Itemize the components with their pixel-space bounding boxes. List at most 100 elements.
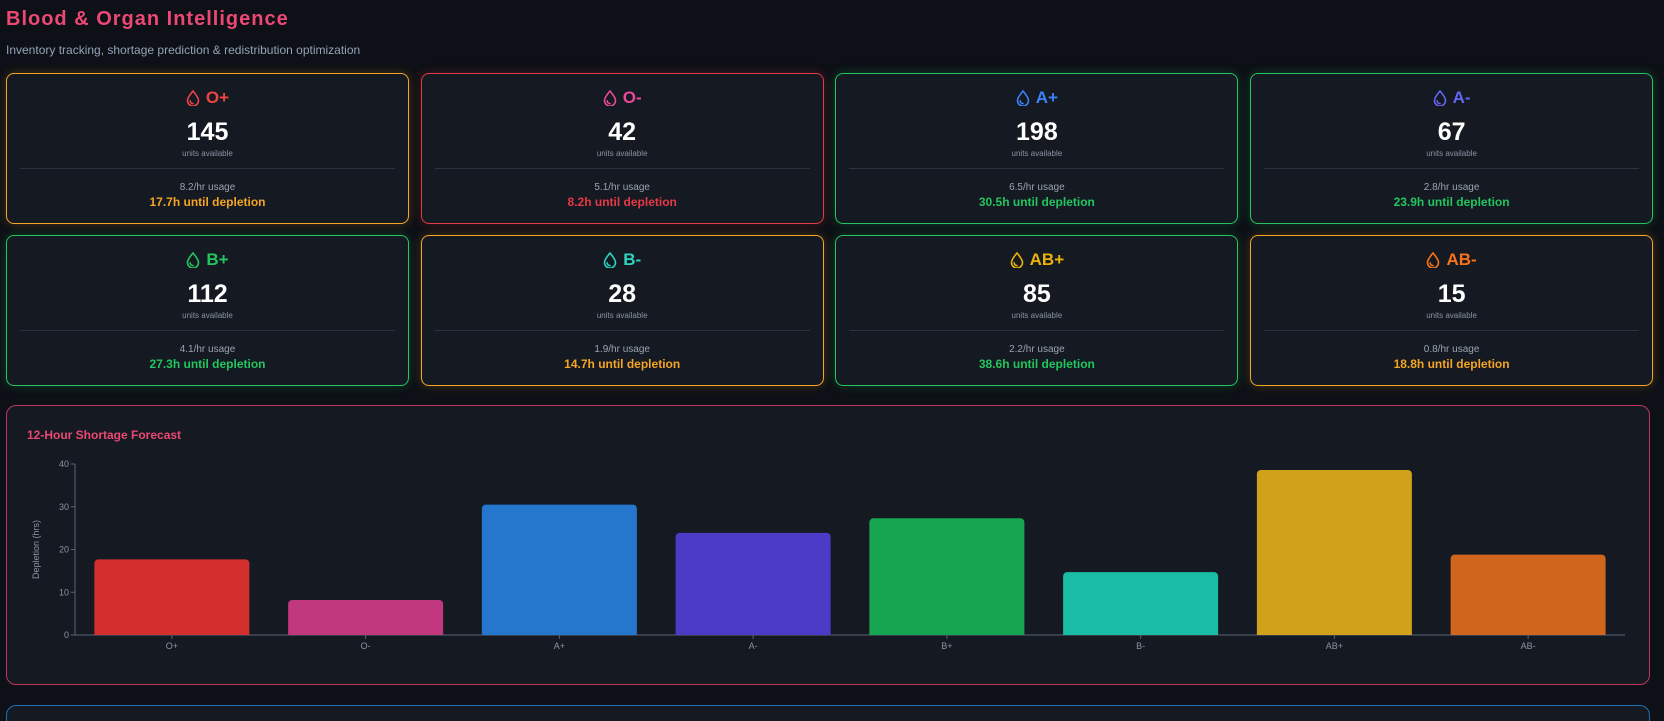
x-tick-label: A+ <box>554 641 565 651</box>
blood-type-label: AB- <box>1446 250 1477 269</box>
usage-rate: 5.1/hr usage <box>594 182 650 193</box>
bar-B- <box>1063 572 1219 635</box>
forecast-chart: 0 10 20 30 40 Depletion (hrs) O+ O- A+ A- B+ B- AB+ A… <box>31 459 1625 651</box>
units-count: 85 <box>1022 280 1051 308</box>
card-divider <box>20 330 395 331</box>
blood-type-heading: B- <box>422 250 823 270</box>
bar-base <box>1256 631 1412 635</box>
depletion-time: 8.2h until depletion <box>567 195 677 209</box>
usage-rate: 2.8/hr usage <box>1423 182 1480 193</box>
bar-base <box>481 631 637 635</box>
bar-base <box>1063 631 1219 635</box>
bar-base <box>675 631 831 635</box>
blood-type-label: B+ <box>206 250 229 269</box>
usage-rate: 2.2/hr usage <box>1009 344 1065 355</box>
blood-type-label: AB+ <box>1029 250 1065 269</box>
bar-O- <box>288 599 444 635</box>
units-count: 28 <box>608 280 637 308</box>
y-tick-label: 40 <box>59 459 69 469</box>
blood-drop-icon <box>1433 90 1446 106</box>
y-tick-label: 30 <box>59 502 69 512</box>
y-tick-label: 20 <box>59 545 69 555</box>
blood-drop-icon <box>1010 252 1023 268</box>
bar-O+ <box>94 559 250 635</box>
card-divider <box>1264 168 1640 169</box>
x-tick-label: A- <box>749 641 758 651</box>
bar-base <box>288 631 444 635</box>
bar-AB- <box>1450 554 1606 635</box>
page-title: Blood & Organ Intelligence <box>6 8 289 30</box>
bar-base <box>94 631 250 635</box>
blood-card-o-negpos[interactable]: O+ 145 units available 8.2/hr usage 17.7h un… <box>6 73 409 224</box>
usage-rate: 6.5/hr usage <box>1009 182 1065 193</box>
y-tick-label: 0 <box>64 630 69 640</box>
units-count: 67 <box>1437 118 1466 146</box>
next-panel <box>6 705 1650 721</box>
bar-A- <box>675 532 831 635</box>
card-divider <box>1264 330 1640 331</box>
blood-card-o-neg[interactable]: O- 42 units available 5.1/hr usage 8.2h unti… <box>420 73 824 224</box>
blood-drop-icon <box>186 90 200 106</box>
y-tick-label: 10 <box>59 587 69 597</box>
bar-base <box>869 631 1025 635</box>
bar-AB+ <box>1256 469 1412 635</box>
depletion-time: 38.6h until depletion <box>978 357 1095 371</box>
units-count: 42 <box>608 118 637 146</box>
units-label: units available <box>596 311 648 320</box>
blood-card-a-neg[interactable]: A- 67 units available 2.8/hr usage 23.9h unt… <box>1250 73 1654 224</box>
bar-B+ <box>869 518 1025 635</box>
blood-drop-icon <box>1427 252 1440 268</box>
depletion-time: 14.7h until depletion <box>564 357 681 371</box>
blood-type-heading: AB- <box>1251 250 1652 270</box>
x-tick-label: O- <box>361 641 371 651</box>
blood-type-heading: A- <box>1251 88 1652 108</box>
blood-type-heading: AB+ <box>836 250 1237 270</box>
units-label: units available <box>1426 311 1477 320</box>
blood-type-label: A- <box>1452 88 1471 107</box>
depletion-time: 23.9h until depletion <box>1393 195 1510 209</box>
blood-drop-icon <box>1016 90 1030 106</box>
card-divider <box>434 330 810 331</box>
units-count: 145 <box>186 118 229 146</box>
units-count: 198 <box>1016 118 1058 146</box>
blood-card-b-neg[interactable]: B- 28 units available 1.9/hr usage 14.7h unt… <box>420 235 824 386</box>
x-tick-label: B- <box>1136 641 1145 651</box>
blood-type-label: O+ <box>205 88 230 107</box>
depletion-time: 30.5h until depletion <box>978 195 1095 209</box>
depletion-time: 17.7h until depletion <box>149 195 266 209</box>
card-divider <box>849 330 1225 331</box>
page-header: Blood & Organ Intelligence Inventory tra… <box>6 8 360 57</box>
units-label: units available <box>596 149 648 158</box>
blood-type-heading: B+ <box>7 250 408 270</box>
units-count: 15 <box>1437 280 1466 308</box>
blood-type-label: O- <box>622 88 642 107</box>
blood-type-label: A+ <box>1035 88 1058 107</box>
units-count: 112 <box>187 280 228 308</box>
units-label: units available <box>1426 149 1477 158</box>
blood-card-ab-neg[interactable]: AB- 15 units available 0.8/hr usage 18.8h un… <box>1250 235 1654 386</box>
x-tick-label: B+ <box>941 641 952 651</box>
bar-A+ <box>481 504 637 635</box>
usage-rate: 1.9/hr usage <box>594 344 650 355</box>
usage-rate: 8.2/hr usage <box>179 182 236 193</box>
blood-card-a-negpos[interactable]: A+ 198 units available 6.5/hr usage 30.5h un… <box>835 73 1239 224</box>
bar-base <box>1450 631 1606 635</box>
units-label: units available <box>182 311 233 320</box>
units-label: units available <box>1011 149 1063 158</box>
usage-rate: 4.1/hr usage <box>179 344 236 355</box>
blood-type-heading: A+ <box>836 88 1237 108</box>
x-tick-label: O+ <box>166 641 178 651</box>
forecast-title: 12-Hour Shortage Forecast <box>27 428 182 442</box>
units-label: units available <box>182 149 233 158</box>
card-divider <box>20 168 395 169</box>
blood-drop-icon <box>187 252 200 268</box>
blood-card-b-negpos[interactable]: B+ 112 units available 4.1/hr usage 27.3h un… <box>6 235 409 386</box>
blood-drop-icon <box>603 252 617 268</box>
blood-card-ab-negpos[interactable]: AB+ 85 units available 2.2/hr usage 38.6h un… <box>835 235 1239 386</box>
blood-type-heading: O+ <box>7 88 408 108</box>
usage-rate: 0.8/hr usage <box>1423 344 1480 355</box>
blood-type-label: B- <box>623 250 642 269</box>
card-divider <box>849 168 1225 169</box>
y-axis-title: Depletion (hrs) <box>31 520 41 579</box>
depletion-time: 27.3h until depletion <box>149 357 266 371</box>
